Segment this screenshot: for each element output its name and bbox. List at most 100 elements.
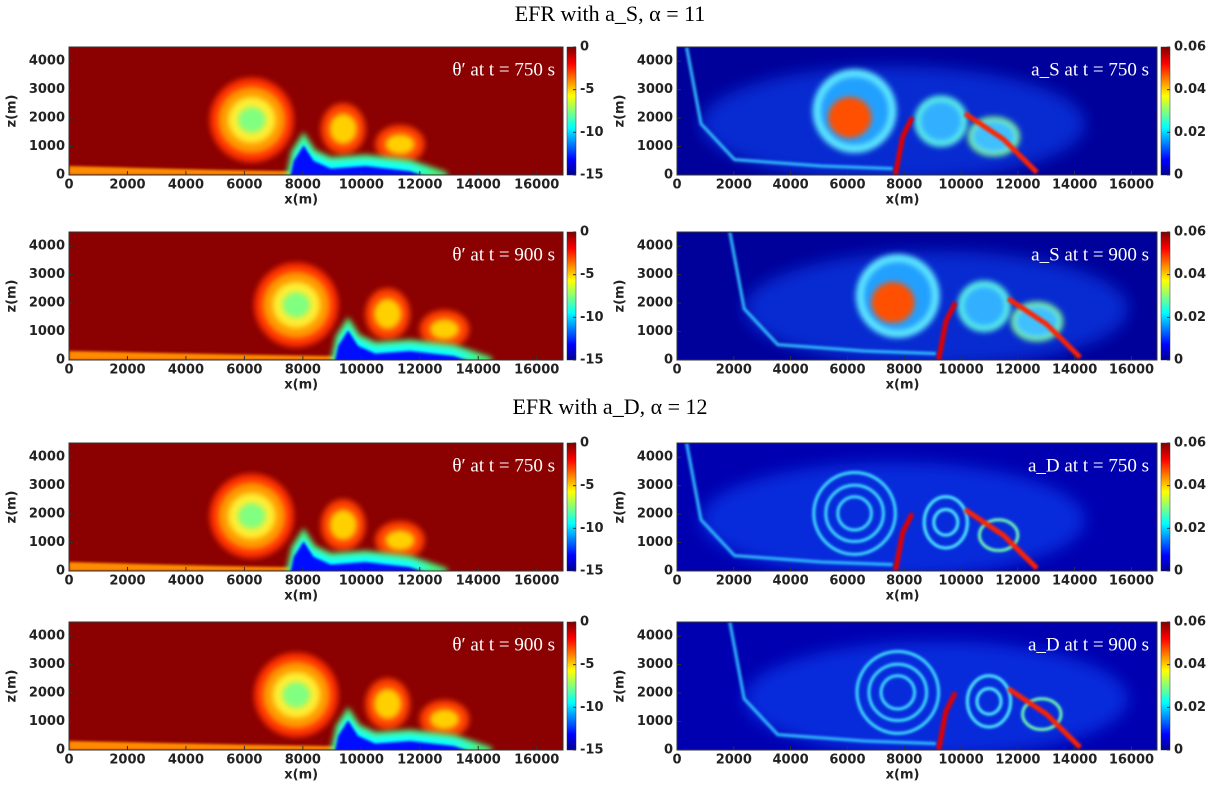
x-tick-label: 4000 bbox=[168, 178, 204, 193]
x-tick-label: 12000 bbox=[995, 574, 1040, 589]
field-feature bbox=[335, 720, 466, 750]
x-tick-label: 0 bbox=[672, 574, 681, 589]
x-tick-label: 16000 bbox=[514, 753, 559, 768]
panel: 0 2000 4000 6000 8000 10000 12000 14000 16000010… bbox=[613, 615, 1207, 783]
x-tick-label: 2000 bbox=[109, 178, 145, 193]
colorbar-tick-label: -10 bbox=[580, 310, 604, 325]
colorbar-tick-label: -5 bbox=[580, 478, 594, 493]
y-axis-label: z(m) bbox=[613, 670, 628, 703]
field-feature bbox=[892, 512, 915, 571]
x-tick-label: 16000 bbox=[514, 363, 559, 378]
x-tick-label: 14000 bbox=[1052, 178, 1097, 193]
field-feature bbox=[335, 330, 466, 360]
x-tick-label: 10000 bbox=[938, 178, 983, 193]
x-tick-label: 16000 bbox=[1109, 178, 1154, 193]
field-feature bbox=[286, 527, 448, 571]
y-tick-label: 4000 bbox=[29, 450, 65, 465]
x-tick-label: 12000 bbox=[397, 753, 442, 768]
panel: 0 2000 4000 6000 8000 10000 12000 14000 16000010… bbox=[5, 225, 604, 393]
colorbar bbox=[566, 621, 577, 751]
x-tick-label: 8000 bbox=[886, 574, 922, 589]
y-tick-label: 1000 bbox=[637, 714, 673, 729]
y-tick-label: 0 bbox=[56, 743, 65, 758]
colorbar-tick-label: 0.04 bbox=[1174, 657, 1206, 672]
field-feature bbox=[922, 495, 969, 550]
colorbar-tick-label: 0 bbox=[1174, 743, 1183, 758]
x-tick-label: 4000 bbox=[168, 753, 204, 768]
x-tick-label: 0 bbox=[672, 753, 681, 768]
field-feature bbox=[286, 131, 448, 175]
colorbar-tick-label: 0.06 bbox=[1174, 40, 1206, 55]
x-tick-label: 6000 bbox=[829, 363, 865, 378]
x-tick-label: 14000 bbox=[1052, 363, 1097, 378]
field-feature bbox=[701, 462, 1085, 571]
colorbar-tick-label: 0 bbox=[580, 436, 589, 451]
x-tick-label: 4000 bbox=[773, 753, 809, 768]
y-tick-label: 1000 bbox=[29, 324, 65, 339]
colorbar-tick-label: -5 bbox=[580, 657, 594, 672]
field-feature bbox=[385, 530, 415, 551]
x-tick-label: 0 bbox=[672, 363, 681, 378]
y-tick-label: 1000 bbox=[637, 139, 673, 154]
y-tick-label: 2000 bbox=[29, 686, 65, 701]
plot-frame bbox=[68, 231, 564, 361]
field-feature bbox=[871, 281, 915, 323]
panel-title: θ′ at t = 750 s bbox=[452, 59, 555, 80]
y-tick-label: 0 bbox=[56, 353, 65, 368]
x-tick-label: 12000 bbox=[397, 574, 442, 589]
y-tick-label: 1000 bbox=[29, 535, 65, 550]
x-tick-label: 16000 bbox=[514, 574, 559, 589]
field-feature bbox=[728, 622, 937, 746]
colorbar bbox=[1160, 231, 1171, 361]
colorbar-tick-label: 0.02 bbox=[1174, 310, 1206, 325]
field-feature bbox=[975, 687, 1003, 716]
heatmap-field bbox=[69, 232, 563, 360]
x-tick-label: 16000 bbox=[1109, 363, 1154, 378]
x-tick-label: 6000 bbox=[226, 178, 262, 193]
x-tick-label: 2000 bbox=[716, 574, 752, 589]
colorbar-tick-label: -15 bbox=[580, 743, 604, 758]
x-tick-label: 12000 bbox=[995, 178, 1040, 193]
y-tick-label: 2000 bbox=[29, 111, 65, 126]
plot-frame bbox=[676, 231, 1158, 361]
x-tick-label: 0 bbox=[672, 178, 681, 193]
x-tick-label: 8000 bbox=[285, 363, 321, 378]
panel-title: a_D at t = 750 s bbox=[1028, 455, 1149, 476]
x-axis-label: x(m) bbox=[886, 768, 920, 783]
x-tick-label: 8000 bbox=[886, 363, 922, 378]
x-tick-label: 4000 bbox=[773, 178, 809, 193]
x-tick-label: 14000 bbox=[456, 574, 501, 589]
field-feature bbox=[936, 691, 958, 750]
x-tick-label: 12000 bbox=[397, 363, 442, 378]
field-feature bbox=[1006, 296, 1082, 360]
y-axis-label: z(m) bbox=[5, 670, 20, 703]
x-tick-label: 16000 bbox=[514, 178, 559, 193]
field-feature bbox=[69, 741, 336, 750]
x-tick-label: 0 bbox=[64, 363, 73, 378]
x-axis-label: x(m) bbox=[886, 589, 920, 604]
field-feature bbox=[867, 662, 929, 723]
x-tick-label: 6000 bbox=[829, 574, 865, 589]
plot-frame bbox=[676, 46, 1158, 176]
field-feature bbox=[1006, 686, 1082, 750]
field-feature bbox=[329, 509, 358, 541]
x-tick-label: 6000 bbox=[829, 753, 865, 768]
colorbar-tick-label: -15 bbox=[580, 168, 604, 183]
field-feature bbox=[728, 232, 937, 356]
x-tick-label: 6000 bbox=[226, 574, 262, 589]
y-tick-label: 4000 bbox=[29, 629, 65, 644]
y-tick-label: 2000 bbox=[637, 111, 673, 126]
y-tick-label: 4000 bbox=[637, 450, 673, 465]
x-tick-label: 4000 bbox=[168, 574, 204, 589]
field-feature bbox=[330, 706, 493, 750]
heatmap-field bbox=[69, 443, 563, 571]
y-tick-label: 0 bbox=[664, 168, 673, 183]
x-axis-label: x(m) bbox=[284, 768, 318, 783]
x-tick-label: 12000 bbox=[995, 363, 1040, 378]
x-tick-label: 2000 bbox=[109, 363, 145, 378]
colorbar-tick-label: 0.04 bbox=[1174, 82, 1206, 97]
y-tick-label: 4000 bbox=[637, 239, 673, 254]
y-tick-label: 2000 bbox=[29, 296, 65, 311]
field-feature bbox=[685, 47, 894, 171]
x-tick-label: 8000 bbox=[285, 753, 321, 768]
